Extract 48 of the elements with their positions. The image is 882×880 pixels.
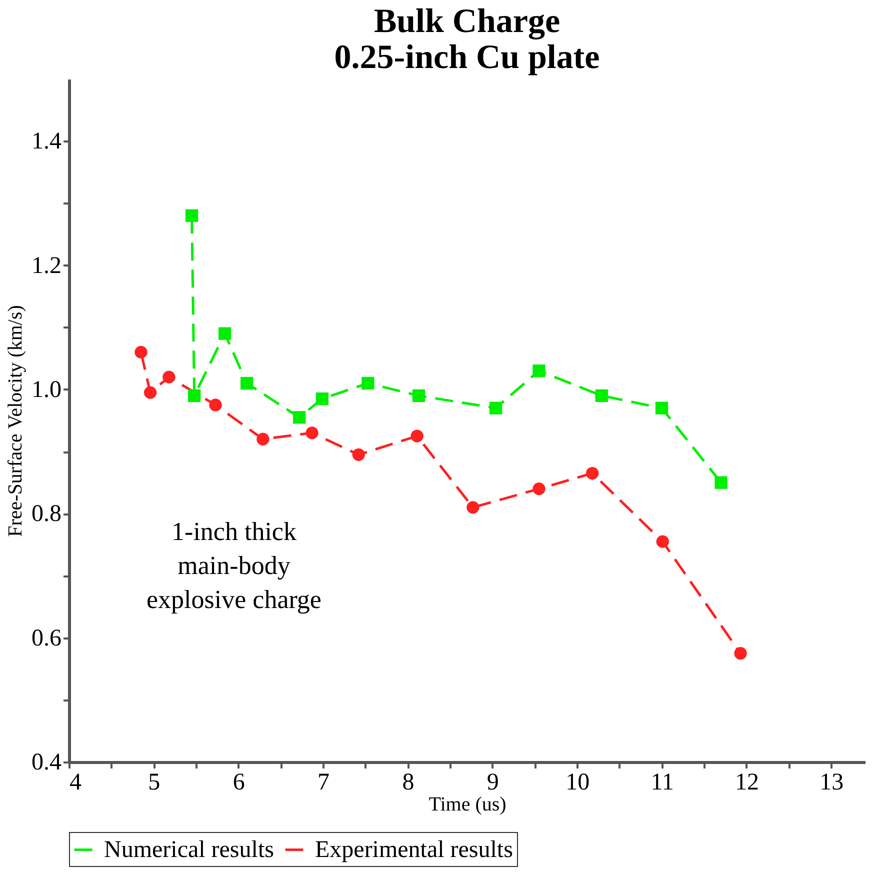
y-tick-label: 0.8 <box>32 501 62 528</box>
point <box>144 386 157 399</box>
x-axis-title: Time (us) <box>428 794 506 816</box>
y-axis-title: Free-Surface Velocity (km/s) <box>4 305 26 537</box>
point <box>412 389 426 402</box>
point <box>134 346 148 359</box>
point <box>316 392 329 406</box>
chart-title: Bulk Charge 0.25-inch Cu plate <box>334 3 600 76</box>
x-tick-label: 12 <box>734 770 759 796</box>
point <box>410 430 424 442</box>
y-tick-label: 0.6 <box>32 625 62 652</box>
point <box>256 432 270 446</box>
x-tick-label: 8 <box>402 770 414 796</box>
x-tick-label: 13 <box>820 770 844 796</box>
point <box>306 426 318 440</box>
point <box>656 535 669 548</box>
x-tick-label: 9 <box>486 770 499 796</box>
point <box>218 327 232 340</box>
y-tick-label: 1.2 <box>32 252 62 279</box>
point <box>595 389 608 402</box>
x-tick-label: 6 <box>232 770 245 796</box>
x-tick-label: 4 <box>70 770 82 796</box>
point <box>188 389 201 402</box>
point <box>185 209 198 222</box>
y-tick-label: 1.4 <box>32 128 62 155</box>
point <box>362 376 374 390</box>
annotation: 1-inch thick main-body explosive charge <box>146 517 322 614</box>
point <box>734 647 747 660</box>
point <box>532 482 546 496</box>
x-tick-label: 7 <box>318 770 330 796</box>
legend-label: Experimental results <box>315 836 513 863</box>
y-tick-label: 0.4 <box>32 750 62 776</box>
point <box>209 398 222 412</box>
x-tick-label: 11 <box>650 770 674 796</box>
point <box>352 448 365 461</box>
point <box>655 402 668 414</box>
point <box>714 476 728 489</box>
x-tick-label: 10 <box>566 770 590 796</box>
point <box>240 376 254 390</box>
point <box>532 364 546 378</box>
legend-label: Numerical results <box>104 836 274 863</box>
point <box>466 501 480 514</box>
point <box>489 402 502 414</box>
point <box>162 370 176 384</box>
x-tick-label: 5 <box>148 770 160 796</box>
y-tick-label: 1.0 <box>32 376 62 403</box>
point <box>586 466 599 480</box>
point <box>293 411 306 424</box>
